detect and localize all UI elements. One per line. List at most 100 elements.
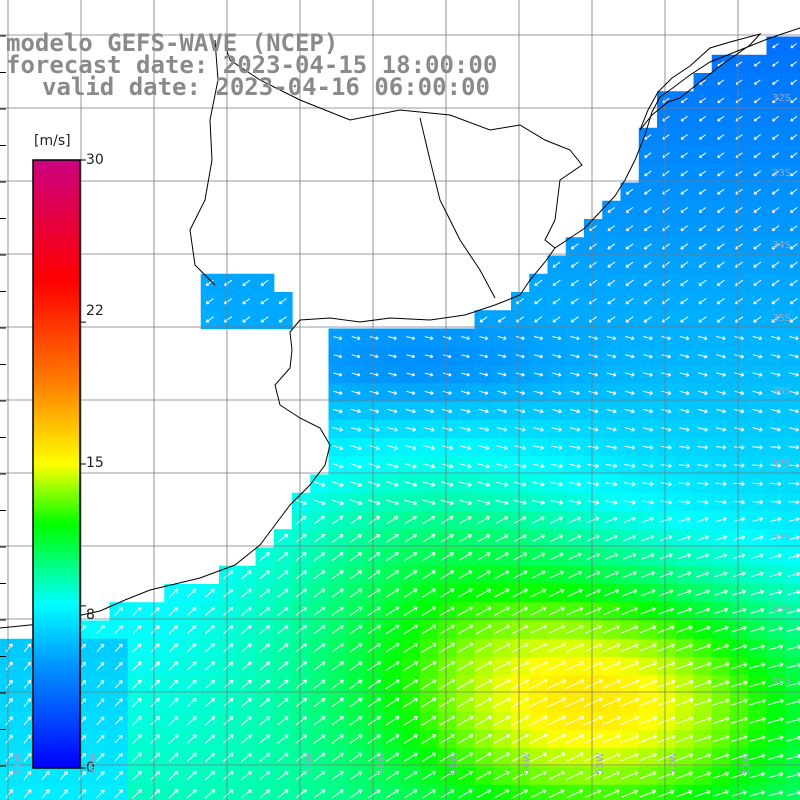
wind-arrow	[367, 499, 381, 506]
wind-arrow	[675, 679, 694, 688]
wind-arrow	[406, 336, 416, 340]
wind-arrow	[552, 261, 561, 268]
wind-arrow	[404, 789, 418, 799]
wind-arrow	[421, 642, 437, 653]
wind-arrow	[643, 297, 652, 305]
wind-arrow	[569, 408, 581, 414]
wind-arrow	[642, 408, 654, 414]
wind-arrow	[477, 499, 491, 506]
wind-arrow	[623, 534, 637, 542]
wind-arrow	[716, 243, 725, 250]
wind-arrow	[259, 643, 271, 653]
wind-arrow	[549, 588, 565, 598]
wind-arrow	[385, 679, 400, 690]
wind-arrow	[568, 481, 582, 487]
wind-arrow	[260, 298, 269, 305]
wind-arrow	[333, 354, 343, 359]
wind-arrow	[96, 661, 105, 671]
wind-arrow	[421, 661, 437, 672]
wind-arrow	[313, 734, 326, 744]
wind-arrow	[660, 463, 672, 469]
wind-arrow	[788, 499, 800, 505]
wind-arrow	[114, 771, 123, 780]
wind-arrow	[620, 716, 640, 726]
wind-arrow	[259, 588, 271, 598]
wind-arrow	[751, 481, 763, 487]
wind-arrow	[712, 698, 730, 706]
wind-speed-cell	[784, 273, 800, 293]
wind-arrow	[511, 642, 529, 653]
wind-arrow	[5, 734, 13, 744]
wind-arrow	[714, 589, 728, 596]
wind-arrow	[550, 463, 563, 469]
wind-speed-cell	[784, 54, 800, 74]
wind-arrow	[422, 481, 436, 487]
wind-arrow	[642, 499, 654, 505]
wind-arrow	[680, 134, 688, 140]
wind-arrow	[639, 789, 657, 798]
wind-arrow	[644, 134, 652, 140]
wind-arrow	[496, 408, 508, 414]
wind-arrow	[602, 734, 621, 744]
wind-speed-cell	[638, 784, 658, 800]
wind-arrow	[367, 570, 381, 580]
wind-arrow	[440, 789, 455, 799]
wind-arrow	[771, 188, 780, 195]
wind-arrow	[624, 427, 636, 432]
wind-arrow	[331, 462, 344, 469]
wind-arrow	[752, 390, 763, 396]
wind-arrow	[715, 535, 727, 541]
wind-arrow	[205, 298, 214, 305]
wind-arrow	[588, 390, 599, 395]
wind-arrow	[513, 552, 528, 561]
wind-arrow	[59, 771, 68, 781]
wind-arrow	[259, 625, 271, 635]
wind-speed-cell	[784, 328, 800, 348]
wind-arrow	[222, 752, 234, 762]
wind-arrow	[605, 463, 618, 469]
wind-arrow	[168, 716, 179, 726]
wind-arrow	[552, 316, 561, 323]
wind-arrow	[625, 225, 634, 232]
wind-speed-cell	[675, 784, 695, 800]
model-title: modelo GEFS-WAVE (NCEP)	[6, 29, 339, 57]
wind-arrow	[439, 606, 455, 617]
wind-arrow	[367, 661, 382, 671]
wind-arrow	[772, 43, 779, 49]
wind-arrow	[114, 624, 124, 635]
wind-arrow	[661, 390, 672, 396]
wind-speed-cell	[328, 784, 348, 800]
wind-arrow	[458, 588, 473, 598]
wind-arrow	[660, 481, 672, 487]
wind-arrow	[532, 516, 545, 524]
wind-arrow	[331, 679, 344, 690]
wind-arrow	[675, 734, 694, 743]
wind-arrow	[5, 679, 13, 689]
wind-arrow	[313, 697, 326, 708]
wind-arrow	[460, 390, 471, 395]
wind-arrow	[295, 552, 307, 561]
wind-arrow	[790, 79, 798, 85]
wind-arrow	[717, 79, 725, 85]
wind-arrow	[733, 481, 745, 487]
wind-arrow	[717, 97, 725, 104]
wind-arrow	[753, 206, 762, 213]
wind-arrow	[749, 644, 766, 651]
wind-arrow	[602, 715, 622, 726]
colorbar-tick-label: 15	[86, 455, 104, 471]
wind-arrow	[588, 408, 599, 414]
wind-arrow	[439, 661, 456, 672]
wind-arrow	[712, 735, 730, 743]
wind-arrow	[658, 789, 675, 798]
wind-arrow	[643, 316, 652, 323]
wind-arrow	[349, 771, 363, 781]
latitude-label: 34S	[772, 240, 792, 251]
wind-speed-cell	[693, 784, 713, 800]
wind-arrow	[222, 697, 234, 708]
wind-arrow	[717, 188, 725, 195]
wind-arrow	[788, 535, 800, 541]
wind-arrow	[693, 698, 712, 707]
wind-arrow	[515, 408, 526, 414]
longitude-label: 60W	[88, 752, 99, 775]
wind-arrow	[367, 643, 381, 653]
